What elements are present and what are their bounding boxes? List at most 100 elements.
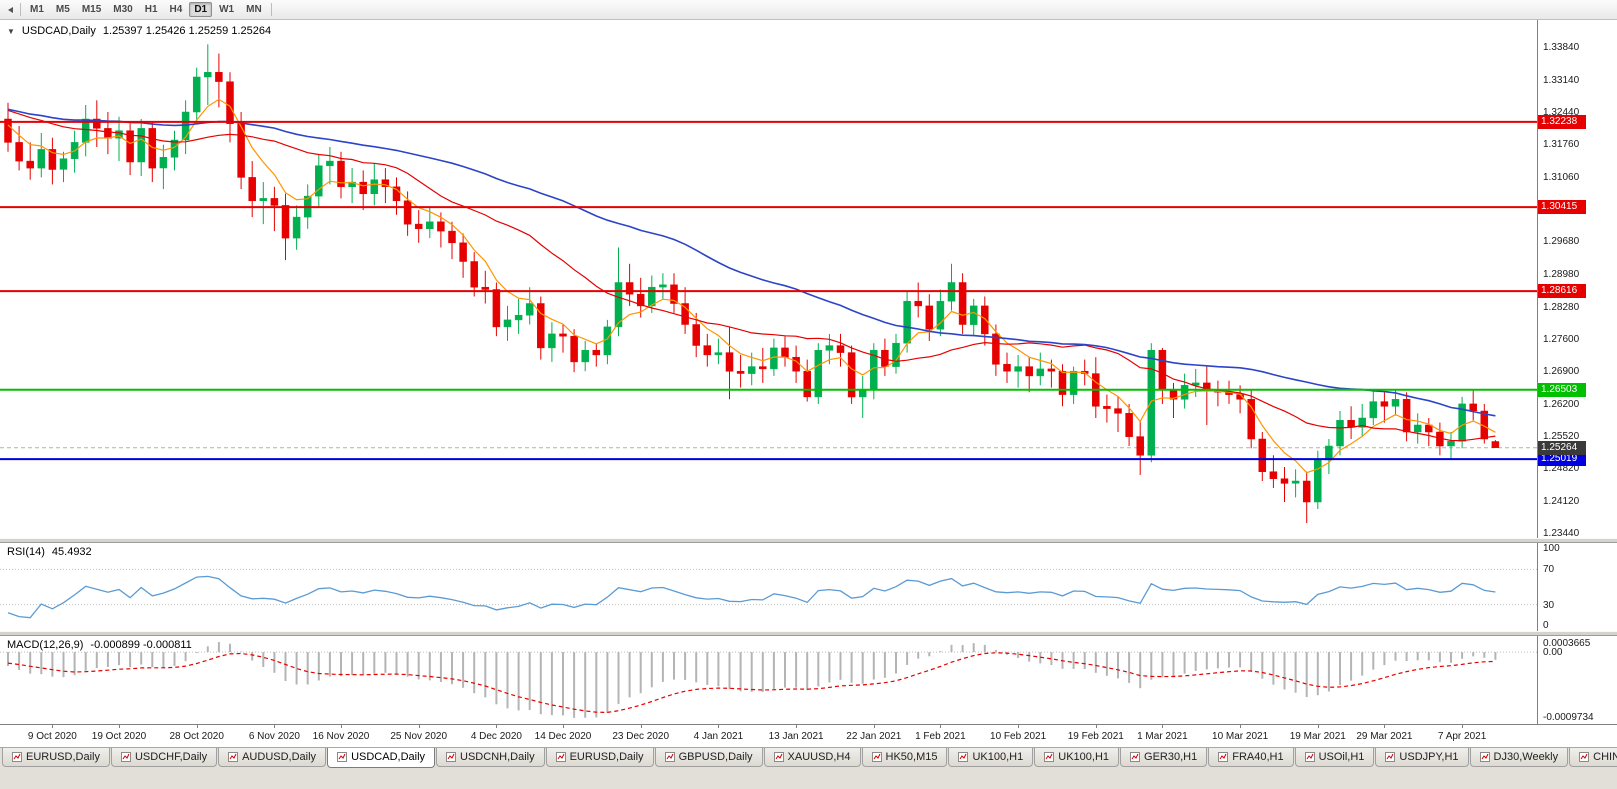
- price-tick-label: 1.33840: [1543, 42, 1580, 54]
- date-label: 19 Feb 2021: [1067, 731, 1124, 742]
- chart-tab-uk100-h1[interactable]: UK100,H1: [948, 748, 1034, 767]
- timeframe-button-m1[interactable]: M1: [30, 4, 44, 15]
- chart-tab-eurusd-daily[interactable]: EURUSD,Daily: [2, 748, 110, 767]
- chart-tab-usdjpy-h1[interactable]: USDJPY,H1: [1375, 748, 1469, 767]
- timeframe-button-m30[interactable]: M30: [113, 4, 133, 15]
- date-label: 14 Dec 2020: [534, 731, 592, 742]
- chart-tab-label: XAUUSD,H4: [787, 750, 851, 763]
- time-axis[interactable]: 9 Oct 2020 19 Oct 2020 28 Oct 2020 6 Nov 20…: [0, 724, 1617, 747]
- price-level-label: 1.25019: [1538, 452, 1586, 467]
- date-tick: [796, 725, 798, 728]
- panel-separator-rsi[interactable]: [0, 538, 1617, 543]
- chart-tab-audusd-daily[interactable]: AUDUSD,Daily: [218, 748, 327, 767]
- chart-tab-label: GBPUSD,Daily: [678, 750, 753, 763]
- macd-header: MACD(12,26,9) -0.000899 -0.000811: [7, 639, 192, 651]
- rsi-canvas[interactable]: [0, 543, 1537, 631]
- price-tick-label: 1.25520: [1543, 430, 1580, 442]
- chart-tab-icon: [12, 751, 22, 762]
- toolbar-handle-icon[interactable]: [4, 3, 16, 17]
- price-level-label: 1.30415: [1538, 200, 1586, 215]
- price-tick-label: 1.26200: [1543, 398, 1580, 410]
- date-tick: [1162, 725, 1164, 728]
- price-tick-label: 1.33140: [1543, 74, 1580, 86]
- chart-tab-usdchf-daily[interactable]: USDCHF,Daily: [110, 748, 218, 767]
- date-label: 4 Jan 2021: [693, 731, 744, 742]
- rsi-value: 45.4932: [51, 546, 92, 558]
- timeframe-button-h4[interactable]: H4: [169, 4, 183, 15]
- chart-tab-icon: [958, 751, 969, 762]
- date-tick: [1317, 725, 1319, 728]
- timeframe-button-w1[interactable]: W1: [219, 4, 235, 15]
- price-tick-label: 1.29680: [1543, 236, 1580, 248]
- date-label: 16 Nov 2020: [312, 731, 370, 742]
- chart-tab-hk50-m15[interactable]: HK50,M15: [861, 748, 948, 767]
- chart-tab-ger30-h1[interactable]: GER30,H1: [1120, 748, 1208, 767]
- chart-tab-icon: [1130, 751, 1141, 762]
- chart-tab-label: DJ30,Weekly: [1493, 750, 1559, 763]
- chart-header: ▼ USDCAD,Daily 1.25397 1.25426 1.25259 1…: [7, 25, 271, 37]
- chart-tab-china300-h1[interactable]: CHINA300,H1: [1569, 748, 1617, 767]
- chart-tab-label: USDJPY,H1: [1399, 750, 1459, 763]
- date-label: 4 Dec 2020: [470, 731, 522, 742]
- chart-tab-eurusd-daily[interactable]: EURUSD,Daily: [545, 748, 654, 767]
- date-label: 19 Mar 2021: [1289, 731, 1346, 742]
- price-tick-label: 1.24120: [1543, 496, 1580, 508]
- rsi-axis: 100 70 30 0: [1537, 543, 1617, 631]
- date-tick: [563, 725, 564, 728]
- chart-tab-icon: [664, 751, 675, 762]
- chart-tab-xauusd-h4[interactable]: XAUUSD,H4: [763, 748, 861, 767]
- date-tick: [119, 725, 120, 728]
- timeframe-button-d1[interactable]: D1: [189, 2, 213, 17]
- macd-canvas[interactable]: [0, 636, 1537, 724]
- chart-tab-usdcad-daily[interactable]: USDCAD,Daily: [327, 748, 436, 768]
- price-tick-label: 1.26900: [1543, 366, 1580, 378]
- chart-tab-icon: [1385, 751, 1396, 762]
- chart-tab-gbpusd-daily[interactable]: GBPUSD,Daily: [654, 748, 763, 767]
- timeframe-buttons: M1 M5 M15 M30 H1 H4 D1 W1 MN: [25, 2, 267, 17]
- date-tick: [52, 725, 54, 728]
- timeframe-button-mn[interactable]: MN: [246, 4, 262, 15]
- date-label: 7 Apr 2021: [1437, 731, 1487, 742]
- chart-tab-label: USOil,H1: [1318, 750, 1365, 763]
- chart-tab-label: AUDUSD,Daily: [242, 750, 317, 763]
- timeframe-button-m15[interactable]: M15: [81, 4, 102, 15]
- price-tick-label: 1.28280: [1543, 301, 1580, 313]
- panel-separator-macd[interactable]: [0, 631, 1617, 636]
- macd-axis-bottom-label: -0.0009734: [1543, 712, 1594, 723]
- timeframe-button-m5[interactable]: M5: [55, 4, 70, 15]
- chart-tab-usoil-h1[interactable]: USOil,H1: [1294, 748, 1375, 767]
- date-tick: [341, 725, 342, 728]
- macd-values: -0.000899 -0.000811: [90, 639, 192, 651]
- chart-tab-label: HK50,M15: [885, 750, 938, 763]
- date-tick: [1240, 725, 1242, 728]
- current-price-label: 1.25264: [1538, 440, 1586, 455]
- chart-tab-fra40-h1[interactable]: FRA40,H1: [1208, 748, 1294, 767]
- chart-tab-bar: EURUSD,Daily USDCHF,Daily AUDUSD,Daily USDC…: [0, 747, 1617, 789]
- chart-tab-label: USDCAD,Daily: [351, 751, 426, 763]
- price-axis[interactable]: 1.338401.331401.324401.317601.310601.303…: [1537, 20, 1617, 539]
- main-chart-canvas[interactable]: [0, 20, 1537, 538]
- date-label: 19 Oct 2020: [91, 731, 147, 742]
- rsi-level-label: 70: [1543, 564, 1555, 576]
- price-tick-label: 1.24820: [1543, 463, 1580, 475]
- chart-tab-label: FRA40,H1: [1232, 750, 1284, 763]
- chart-tab-dj30-weekly[interactable]: DJ30,Weekly: [1469, 748, 1569, 767]
- date-label: 13 Jan 2021: [768, 731, 824, 742]
- chart-tab-icon: [555, 751, 566, 762]
- collapse-triangle-icon[interactable]: ▼: [7, 26, 15, 36]
- date-tick: [718, 725, 720, 728]
- rsi-line: [7, 575, 1496, 619]
- date-tick: [940, 725, 942, 728]
- date-tick: [418, 725, 420, 728]
- macd-axis-zero-label: 0.00: [1543, 647, 1563, 659]
- chart-tab-usdcnh-daily[interactable]: USDCNH,Daily: [436, 748, 545, 767]
- date-tick: [1462, 725, 1464, 728]
- chart-tab-icon: [1218, 751, 1229, 762]
- date-label: 9 Oct 2020: [27, 731, 77, 742]
- chart-tab-uk100-h1[interactable]: UK100,H1: [1034, 748, 1120, 767]
- chart-tab-label: UK100,H1: [1058, 750, 1110, 763]
- macd-signal-line: [7, 652, 1496, 714]
- price-tick-label: 1.32440: [1543, 107, 1580, 119]
- timeframe-button-h1[interactable]: H1: [144, 4, 158, 15]
- price-tick-label: 1.28980: [1543, 269, 1580, 281]
